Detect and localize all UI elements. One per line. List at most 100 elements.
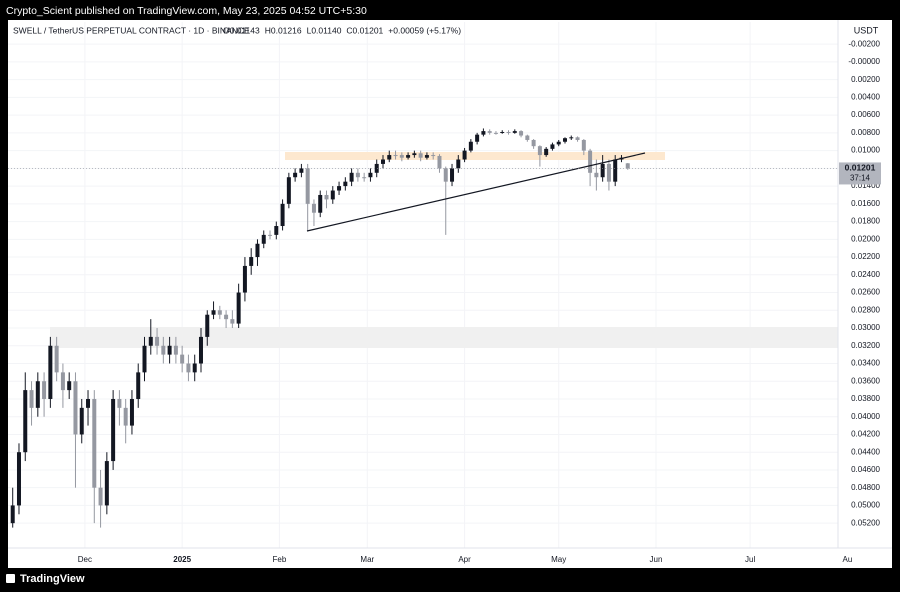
ohlc-legend: O0.01143 H0.01216 L0.01140 C0.01201 +0.00059… bbox=[223, 25, 461, 35]
candle-body bbox=[242, 265, 247, 293]
y-tick-label: 0.03800 bbox=[851, 394, 880, 403]
candle-body bbox=[588, 150, 593, 173]
candle-body bbox=[362, 177, 367, 179]
candle-body bbox=[261, 234, 266, 244]
candle-body bbox=[424, 155, 429, 158]
candle-body bbox=[468, 141, 473, 151]
candle-body bbox=[406, 155, 411, 158]
candle-body bbox=[136, 372, 141, 399]
candle-body bbox=[73, 381, 78, 435]
y-tick-label: 0.02000 bbox=[851, 234, 880, 243]
y-tick-label: 0.03400 bbox=[851, 359, 880, 368]
y-tick-label: 0.03000 bbox=[851, 323, 880, 332]
candle-body bbox=[142, 345, 147, 373]
y-tick-label: 0.01600 bbox=[851, 199, 880, 208]
ohlc-value: C0.01201 bbox=[346, 25, 383, 35]
x-tick-label: May bbox=[551, 555, 566, 564]
candle-body bbox=[104, 461, 109, 506]
candle-body bbox=[280, 203, 285, 227]
y-tick-label: 0.05200 bbox=[851, 518, 880, 527]
candle-body bbox=[10, 505, 15, 524]
y-tick-label: 0.00800 bbox=[851, 128, 880, 137]
candle-body bbox=[606, 163, 611, 182]
candle-body bbox=[437, 155, 442, 169]
candle-body bbox=[318, 194, 323, 213]
candle-body bbox=[349, 172, 354, 182]
last-price-box bbox=[839, 162, 881, 185]
y-tick-label: 0.01000 bbox=[851, 146, 880, 155]
candle-body bbox=[217, 310, 222, 315]
candle-body bbox=[67, 381, 72, 391]
y-tick-label: 0.02200 bbox=[851, 252, 880, 261]
candle-body bbox=[311, 203, 316, 213]
candle-body bbox=[230, 319, 235, 324]
ohlc-value: L0.01140 bbox=[307, 25, 342, 35]
candle-body bbox=[387, 155, 392, 160]
candle-body bbox=[581, 139, 586, 151]
y-tick-label: 0.04400 bbox=[851, 447, 880, 456]
symbol-title: SWELL / TetherUS PERPETUAL CONTRACT · 1D… bbox=[13, 25, 250, 35]
candle-body bbox=[249, 257, 254, 266]
candle-body bbox=[255, 243, 260, 258]
candle-body bbox=[129, 398, 134, 426]
zone-gray bbox=[50, 327, 838, 348]
candle-body bbox=[613, 159, 618, 182]
candle-body bbox=[537, 146, 542, 156]
x-tick-label: Feb bbox=[273, 555, 287, 564]
y-tick-label: -0.00000 bbox=[848, 57, 880, 66]
candle-body bbox=[98, 487, 103, 506]
last-price-label: 0.01201 bbox=[845, 163, 876, 173]
x-tick-label: Jun bbox=[650, 555, 663, 564]
candle-body bbox=[475, 134, 480, 142]
candle-body bbox=[324, 194, 329, 200]
candle-body bbox=[368, 172, 373, 178]
candle-body bbox=[299, 168, 304, 173]
candle-body bbox=[192, 363, 197, 373]
y-tick-label: 0.04600 bbox=[851, 465, 880, 474]
candle-body bbox=[60, 372, 65, 391]
candle-body bbox=[211, 310, 216, 315]
x-tick-label: Dec bbox=[78, 555, 92, 564]
candle-body bbox=[625, 163, 630, 169]
candles bbox=[10, 128, 630, 528]
candle-body bbox=[462, 150, 467, 160]
candle-body bbox=[355, 172, 360, 178]
candle-body bbox=[224, 314, 229, 320]
candle-body bbox=[512, 131, 517, 133]
candle-body bbox=[343, 181, 348, 187]
logo-icon bbox=[6, 574, 15, 583]
candle-body bbox=[205, 314, 210, 337]
zone-orange bbox=[285, 152, 665, 160]
candle-body bbox=[79, 407, 84, 435]
y-tick-label: 0.03600 bbox=[851, 376, 880, 385]
candle-body bbox=[86, 398, 91, 408]
candle-body bbox=[399, 155, 404, 158]
y-tick-label: 0.00400 bbox=[851, 93, 880, 102]
trendline bbox=[306, 152, 646, 232]
candle-body bbox=[519, 131, 524, 136]
candle-body bbox=[54, 345, 59, 373]
candle-body bbox=[173, 345, 178, 355]
y-tick-label: 0.04800 bbox=[851, 483, 880, 492]
y-tick-label: -0.00200 bbox=[848, 39, 880, 48]
candle-body bbox=[117, 398, 122, 408]
candle-body bbox=[450, 168, 455, 182]
candle-body bbox=[569, 137, 574, 139]
candle-body bbox=[148, 336, 153, 346]
candle-body bbox=[493, 132, 498, 134]
publisher-line: Crypto_Scient published on TradingView.c… bbox=[6, 5, 367, 17]
candle-body bbox=[531, 139, 536, 147]
candle-body bbox=[293, 172, 298, 178]
candle-body bbox=[337, 186, 342, 191]
candle-body bbox=[431, 155, 436, 157]
y-tick-label: 0.00600 bbox=[851, 110, 880, 119]
candle-body bbox=[274, 226, 279, 235]
y-tick-label: 0.04000 bbox=[851, 412, 880, 421]
y-tick-label: 0.01800 bbox=[851, 217, 880, 226]
candle-body bbox=[412, 153, 417, 156]
x-tick-label: Mar bbox=[360, 555, 374, 564]
x-tick-label: 2025 bbox=[173, 555, 191, 564]
candle-body bbox=[594, 172, 599, 178]
candle-body bbox=[180, 354, 185, 364]
